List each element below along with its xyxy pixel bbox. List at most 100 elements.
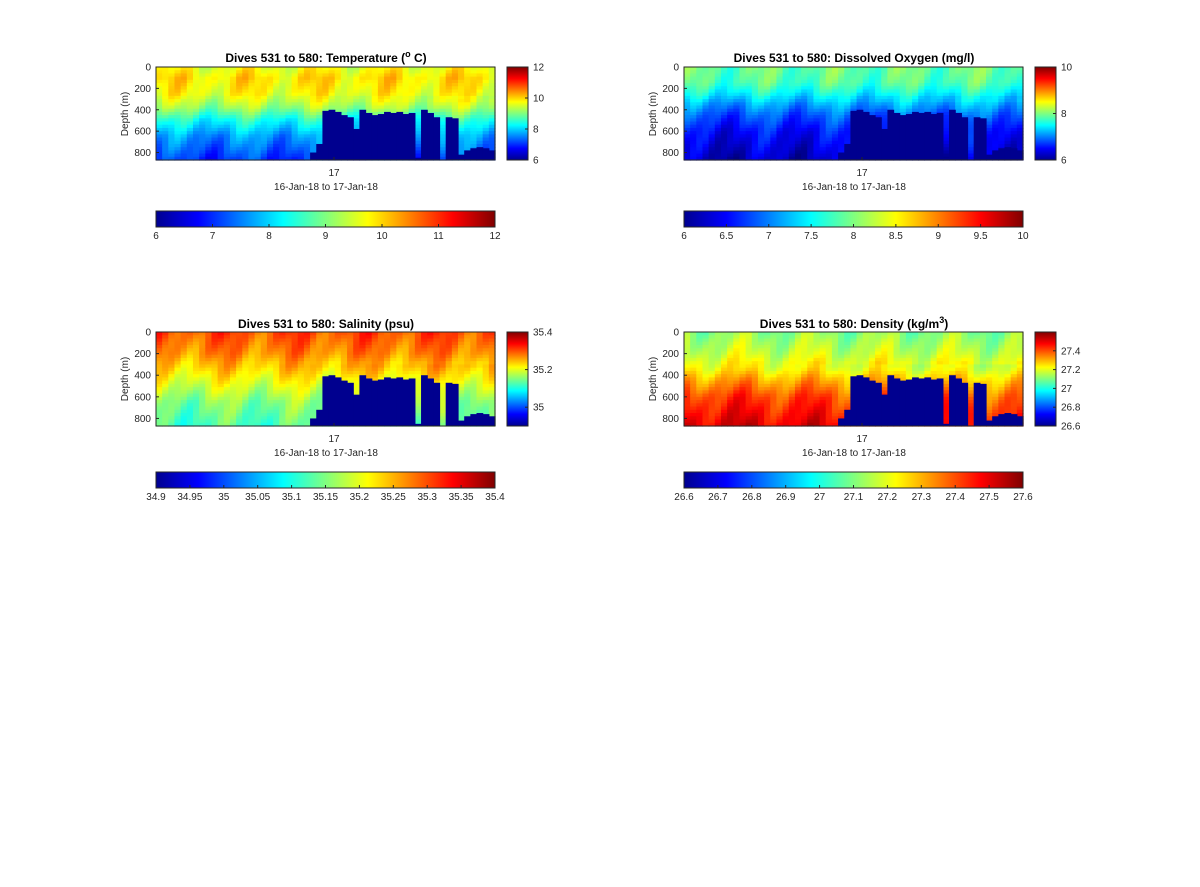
heatmap-cell bbox=[180, 79, 188, 84]
heatmap-cell bbox=[733, 67, 741, 71]
heatmap-cell bbox=[464, 67, 471, 71]
heatmap-cell bbox=[347, 67, 354, 71]
heatmap-cell bbox=[458, 383, 465, 388]
heatmap-cell bbox=[377, 83, 385, 87]
heatmap-cell bbox=[229, 341, 237, 346]
heatmap-cell bbox=[979, 111, 987, 116]
heatmap-cell bbox=[439, 73, 447, 78]
heatmap-cell bbox=[211, 89, 219, 94]
heatmap-cell bbox=[260, 131, 268, 135]
heatmap-cell bbox=[470, 137, 478, 142]
heatmap-cell bbox=[819, 86, 827, 91]
heatmap-cell bbox=[881, 67, 888, 71]
heatmap-cell bbox=[162, 124, 169, 129]
heatmap-cell bbox=[291, 115, 299, 119]
heatmap-cell bbox=[967, 137, 975, 142]
heatmap-cell bbox=[229, 354, 237, 359]
heatmap-cell bbox=[260, 70, 268, 75]
heatmap-cell bbox=[445, 83, 453, 87]
heatmap-cell bbox=[156, 416, 163, 421]
heatmap-cell bbox=[801, 108, 808, 113]
heatmap-cell bbox=[205, 422, 213, 427]
heatmap-cell bbox=[720, 156, 728, 161]
heatmap-column bbox=[254, 332, 262, 427]
heatmap-cell bbox=[684, 95, 691, 100]
seafloor-mask bbox=[924, 111, 932, 160]
heatmap-cell bbox=[174, 357, 182, 362]
heatmap-cell bbox=[942, 70, 950, 75]
heatmap-cell bbox=[353, 341, 360, 346]
heatmap-cell bbox=[199, 354, 206, 359]
heatmap-cell bbox=[924, 67, 932, 71]
heatmap-cell bbox=[242, 76, 250, 81]
heatmap-cell bbox=[899, 83, 907, 87]
heatmap-cell bbox=[402, 338, 410, 343]
heatmap-cell bbox=[396, 344, 404, 349]
heatmap-cell bbox=[273, 422, 280, 427]
heatmap-cell bbox=[751, 76, 759, 81]
heatmap-cell bbox=[229, 143, 237, 148]
heatmap-cell bbox=[229, 413, 237, 417]
heatmap-cell bbox=[464, 390, 471, 395]
colorbar-frame bbox=[506, 66, 529, 161]
heatmap-cell bbox=[192, 127, 200, 132]
heatmap-cell bbox=[850, 70, 858, 75]
heatmap-cell bbox=[464, 115, 471, 119]
heatmap-cell bbox=[390, 70, 397, 75]
heatmap-cell bbox=[156, 406, 163, 411]
heatmap-cell bbox=[199, 95, 206, 100]
heatmap-cell bbox=[236, 124, 243, 129]
heatmap-cell bbox=[229, 118, 237, 123]
heatmap-cell bbox=[702, 143, 710, 148]
heatmap-cell bbox=[359, 364, 367, 369]
heatmap-cell bbox=[458, 95, 465, 100]
heatmap-cell bbox=[439, 67, 447, 71]
heatmap-cell bbox=[439, 140, 447, 145]
colorbar-tick-label: 10 bbox=[533, 94, 545, 105]
heatmap-cell bbox=[211, 108, 219, 113]
heatmap-cell bbox=[248, 115, 256, 119]
heatmap-cell bbox=[279, 406, 287, 411]
heatmap-cell bbox=[708, 67, 716, 71]
heatmap-cell bbox=[414, 396, 422, 401]
heatmap-cell bbox=[831, 156, 839, 161]
heatmap-cell bbox=[714, 105, 722, 110]
heatmap-cell bbox=[757, 79, 765, 84]
heatmap-cell bbox=[408, 374, 416, 378]
heatmap-cell bbox=[347, 380, 354, 385]
heatmap-cell bbox=[782, 124, 790, 129]
heatmap-cell bbox=[831, 70, 839, 75]
heatmap-cell bbox=[236, 89, 243, 94]
heatmap-cell bbox=[427, 335, 434, 340]
heatmap-cell bbox=[751, 143, 759, 148]
heatmap-cell bbox=[445, 335, 453, 340]
heatmap-cell bbox=[433, 76, 441, 81]
heatmap-cell bbox=[223, 134, 231, 139]
heatmap-cell bbox=[279, 387, 287, 391]
heatmap-cell bbox=[696, 121, 704, 126]
heatmap-cell bbox=[942, 86, 950, 91]
heatmap-cell bbox=[273, 127, 280, 132]
heatmap-cell bbox=[180, 419, 188, 424]
heatmap-cell bbox=[992, 137, 999, 142]
heatmap-cell bbox=[211, 335, 219, 340]
heatmap-cell bbox=[310, 416, 317, 421]
heatmap-cell bbox=[819, 79, 827, 84]
heatmap-cell bbox=[458, 361, 465, 366]
heatmap-cell bbox=[168, 79, 176, 84]
heatmap-cell bbox=[353, 99, 360, 103]
heatmap-cell bbox=[285, 79, 293, 84]
heatmap-cell bbox=[365, 105, 373, 110]
heatmap-cell bbox=[328, 99, 336, 103]
heatmap-cell bbox=[285, 338, 293, 343]
heatmap-cell bbox=[807, 73, 815, 78]
heatmap-cell bbox=[439, 102, 447, 107]
heatmap-cell bbox=[205, 124, 213, 129]
heatmap-cell bbox=[714, 86, 722, 91]
heatmap-cell bbox=[831, 140, 839, 145]
heatmap-cell bbox=[788, 140, 796, 145]
heatmap-cell bbox=[180, 393, 188, 398]
heatmap-column bbox=[776, 67, 784, 161]
heatmap-cell bbox=[696, 83, 704, 87]
